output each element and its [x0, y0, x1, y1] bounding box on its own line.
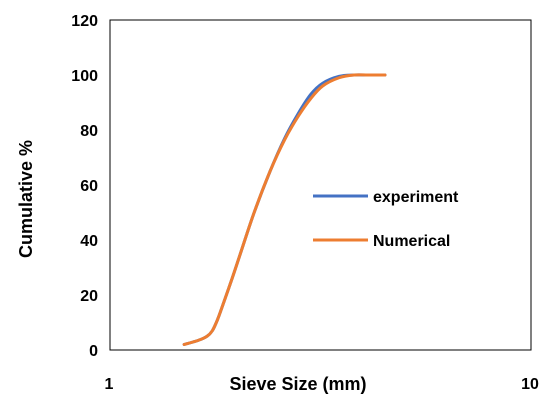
- plot-area: [109, 19, 532, 351]
- y-tick-label: 100: [71, 68, 98, 85]
- y-tick-label: 0: [89, 343, 98, 360]
- series-layer: [182, 73, 387, 346]
- x-tick-label: 1: [105, 376, 114, 393]
- y-tick-label: 120: [71, 13, 98, 30]
- x-axis-ticks: 1 10: [105, 376, 539, 393]
- y-tick-label: 20: [80, 288, 98, 305]
- x-axis-title: Sieve Size (mm): [229, 374, 366, 394]
- y-tick-label: 40: [80, 233, 98, 250]
- y-axis-ticks: 0 20 40 60 80 100 120: [71, 13, 98, 360]
- y-tick-label: 80: [80, 123, 98, 140]
- y-tick-label: 60: [80, 178, 98, 195]
- legend-label-experiment: experiment: [373, 189, 459, 206]
- legend: experiment Numerical: [313, 189, 459, 250]
- legend-label-numerical: Numerical: [373, 233, 450, 250]
- y-axis-title: Cumulative %: [16, 140, 36, 258]
- series-line-numerical: [182, 73, 387, 346]
- x-tick-label: 10: [521, 376, 539, 393]
